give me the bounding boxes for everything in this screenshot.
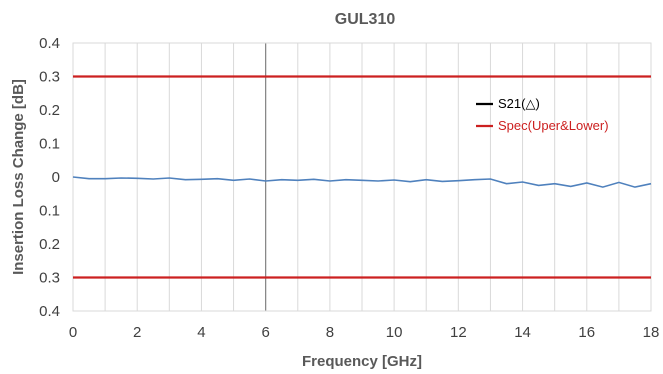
x-axis-label: Frequency [GHz] [302, 353, 422, 370]
y-tick-label: 0.3 [39, 270, 60, 287]
x-tick-label: 12 [450, 324, 467, 341]
legend-spec-label: Spec(Uper&Lower) [498, 118, 609, 133]
x-tick-label: 10 [386, 324, 403, 341]
s21-series-line [72, 176, 652, 188]
x-tick-label: 0 [69, 324, 77, 341]
y-tick-label: 0.2 [39, 236, 60, 253]
x-tick-label: 8 [326, 324, 334, 341]
y-tick-label: 0.3 [39, 69, 60, 86]
x-tick-label: 4 [197, 324, 205, 341]
legend-s21-label: S21(△) [498, 96, 540, 111]
y-tick-label: 0.1 [39, 203, 60, 220]
x-tick-label: 18 [643, 324, 660, 341]
y-tick-labels: 0.4 0.3 0.2 0.1 0 0.1 0.2 0.3 0.4 [39, 35, 60, 320]
y-tick-label: 0.4 [39, 35, 60, 52]
chart-title: GUL310 [335, 11, 396, 28]
y-axis-label: Insertion Loss Change [dB] [10, 79, 27, 275]
spec-lines [73, 75, 651, 279]
x-tick-label: 6 [261, 324, 269, 341]
y-tick-label: 0.2 [39, 102, 60, 119]
x-tick-label: 14 [514, 324, 531, 341]
y-tick-label: 0.1 [39, 136, 60, 153]
y-tick-label: 0 [52, 169, 60, 186]
y-tick-label: 0.4 [39, 303, 60, 320]
x-tick-labels: 0 2 4 6 8 10 12 14 16 18 [69, 324, 660, 341]
x-tick-label: 2 [133, 324, 141, 341]
legend: S21(△) Spec(Uper&Lower) [476, 96, 609, 133]
x-tick-label: 16 [578, 324, 595, 341]
grid [104, 43, 620, 311]
